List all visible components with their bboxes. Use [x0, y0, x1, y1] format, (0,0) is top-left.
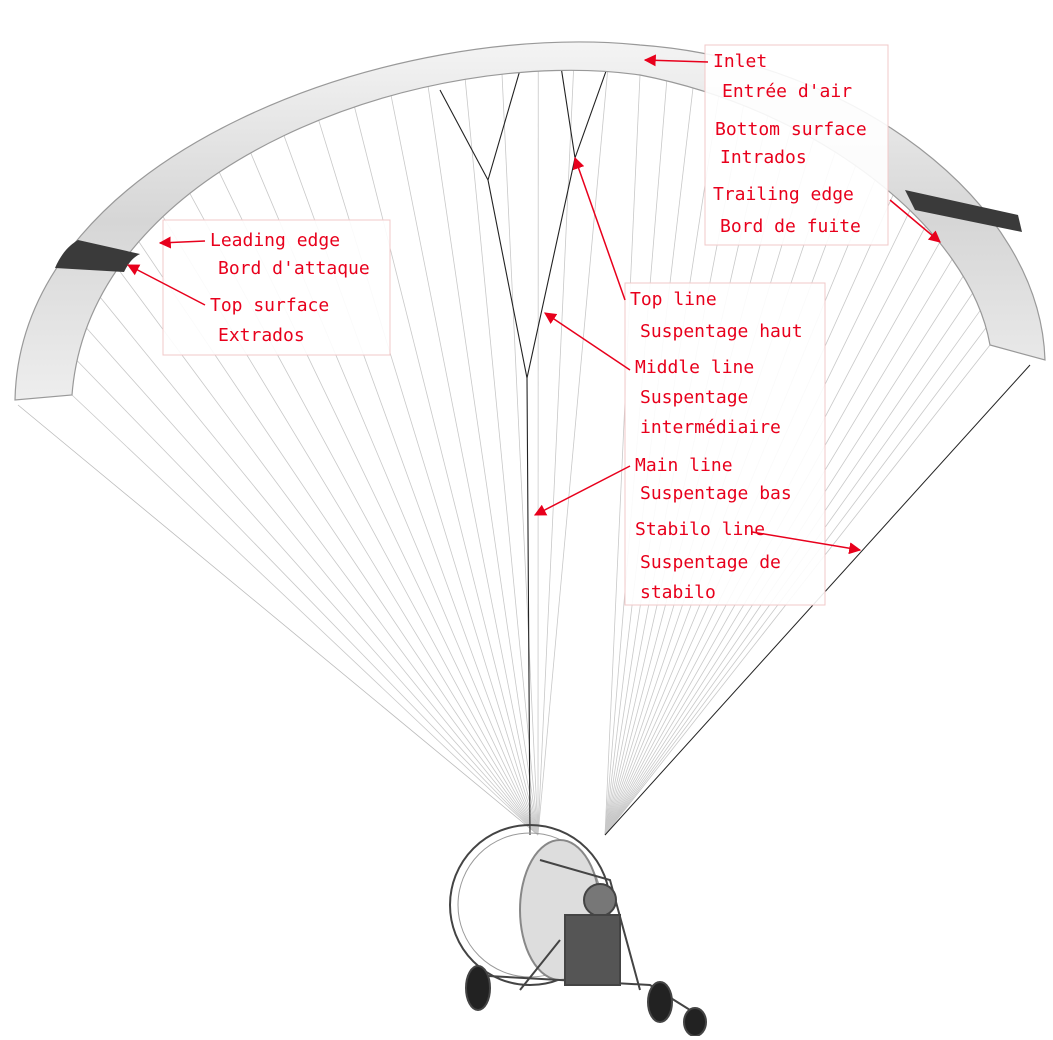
pilot-body [565, 915, 620, 985]
label-text: Middle line [635, 357, 754, 378]
arrow [535, 466, 630, 515]
label-text: Top surface [210, 295, 329, 316]
label-text: Suspentage haut [640, 321, 803, 342]
pilot [584, 884, 616, 916]
suspension-line [538, 70, 574, 835]
label-text: Leading edge [210, 230, 340, 251]
label-text: Bord d'attaque [218, 258, 370, 279]
label-box [705, 45, 888, 245]
main-line-cascade [440, 60, 610, 835]
suspension-line [77, 361, 538, 835]
suspension-line [502, 74, 538, 835]
label-text: Suspentage bas [640, 483, 792, 504]
diagram: Inlet Entrée d'air Bottom surface Intrados T… [0, 0, 1053, 1036]
label-text: Top line [630, 289, 717, 310]
trike [450, 825, 706, 1036]
label-text: Suspentage [640, 387, 748, 408]
arrow [545, 313, 630, 370]
label-text: Intrados [720, 147, 807, 168]
wheel [684, 1008, 706, 1036]
label-text: intermédiaire [640, 417, 781, 438]
label-text: Extrados [218, 325, 305, 346]
suspension-line [428, 86, 538, 835]
label-text: Trailing edge [713, 184, 854, 205]
label-text: Suspentage de [640, 552, 781, 573]
label-text: Stabilo line [635, 519, 765, 540]
suspension-line [391, 96, 538, 835]
wheel [466, 966, 490, 1010]
label-text: Bord de fuite [720, 216, 861, 237]
suspension-line [355, 107, 538, 835]
label-text: Entrée d'air [722, 81, 852, 102]
suspension-line [87, 328, 538, 835]
suspension-line [100, 297, 538, 835]
wheel [648, 982, 672, 1022]
suspension-line [538, 72, 608, 835]
label-text: stabilo [640, 582, 716, 603]
label-text: Bottom surface [715, 119, 867, 140]
label-text: Main line [635, 455, 733, 476]
label-text: Inlet [713, 51, 767, 72]
arrow [575, 158, 625, 300]
suspension-line [72, 395, 538, 835]
